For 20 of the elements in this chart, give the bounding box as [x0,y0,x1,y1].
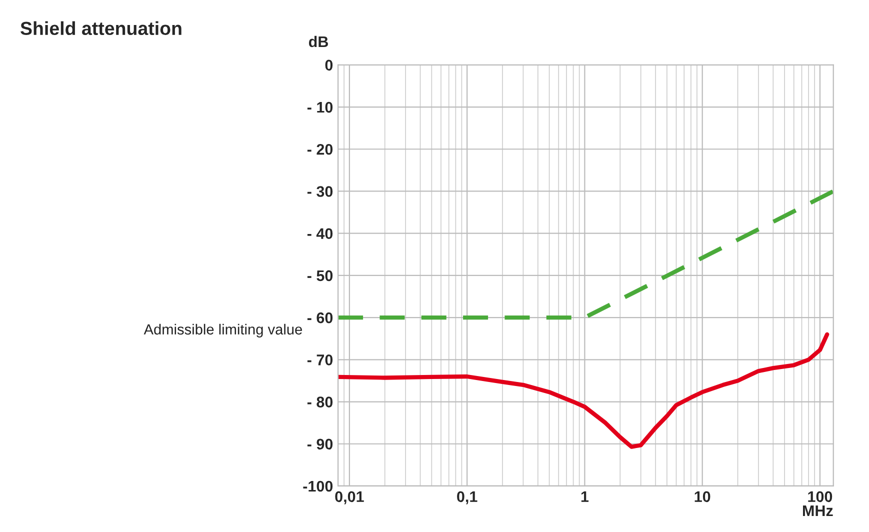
y-tick-label: 0 [325,60,333,71]
text: Shield attenuation [20,21,182,36]
y-tick-label: - 10 [307,102,333,113]
y-tick-label: - 30 [307,186,333,197]
y-tick-label: - 80 [307,396,333,408]
y-tick-label: - 90 [307,438,333,450]
x-tick-label: 10 [694,491,710,502]
x-axis-title: MHz [802,505,833,516]
x-tick-label: 0,01 [335,491,364,504]
y-tick-label: - 50 [307,270,333,282]
y-tick-label: - 70 [307,354,333,366]
y-tick-label: - 60 [307,312,333,324]
y-tick-label: - 20 [307,144,333,155]
x-tick-label: 1 [581,491,589,502]
y-tick-label: -100 [303,480,333,492]
x-tick-label: 100 [808,491,832,502]
y-axis-title: dB [308,36,328,48]
y-tick-label: - 40 [307,228,333,240]
text: Admissible limiting value [144,324,302,338]
x-tick-label: 0,1 [457,491,478,504]
